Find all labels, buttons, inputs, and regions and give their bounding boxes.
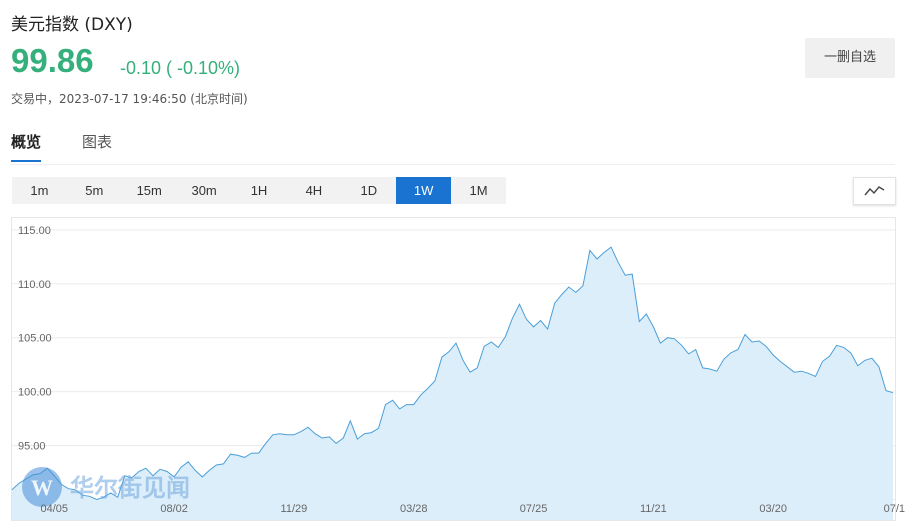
period-bar: 1m 5m 15m 30m 1H 4H 1D 1W 1M (12, 177, 506, 204)
x-tick-label: 03/28 (400, 503, 428, 515)
y-tick-label: 115.00 (18, 225, 51, 237)
tab[interactable]: 概览 (11, 131, 42, 162)
tab[interactable]: 图表 (82, 133, 113, 151)
x-tick-label: 07/25 (520, 503, 548, 515)
y-tick-label: 95.00 (18, 441, 46, 453)
remove-watchlist-button[interactable]: 一删自选 (805, 38, 895, 78)
x-tick-label: 11/21 (640, 503, 667, 515)
timestamp: 交易中，2023-07-17 19:46:50 (北京时间) (11, 92, 248, 106)
x-tick-label: 04/05 (41, 503, 69, 515)
x-tick-label: 03/20 (759, 503, 787, 515)
period-button[interactable]: 30m (191, 183, 217, 198)
title: 美元指数 (DXY) (11, 15, 133, 35)
line (11, 246, 894, 501)
period-button[interactable]: 1D (360, 183, 378, 198)
period-button[interactable]: 4H (305, 183, 323, 198)
y-tick-label: 110.00 (18, 279, 51, 291)
svg-text:W: W (31, 475, 53, 500)
period-button[interactable]: 1m (30, 183, 49, 198)
x-tick-label: 07/1 (884, 503, 905, 515)
line-icon (864, 186, 885, 196)
period-button[interactable]: 1M (469, 183, 488, 198)
area (12, 247, 893, 520)
x-tick-label: 11/29 (281, 503, 308, 515)
price: 99.86 (11, 42, 94, 79)
period-button[interactable]: 5m (85, 183, 104, 198)
chart-style-button[interactable] (853, 177, 896, 205)
y-tick-label: 105.00 (18, 333, 52, 345)
period-button[interactable]: 1W (396, 177, 452, 204)
tab-bar: 概览 图表 (11, 131, 895, 165)
period-button[interactable]: 1H (250, 183, 268, 198)
watermark: W 华尔街见闻 (22, 467, 190, 507)
watermark-text: 华尔街见闻 (70, 473, 190, 502)
period-button[interactable]: 15m (136, 183, 162, 198)
y-tick-label: 100.00 (18, 387, 52, 399)
change: -0.10 ( -0.10%) (120, 58, 241, 78)
x-tick-label: 08/02 (160, 503, 188, 515)
